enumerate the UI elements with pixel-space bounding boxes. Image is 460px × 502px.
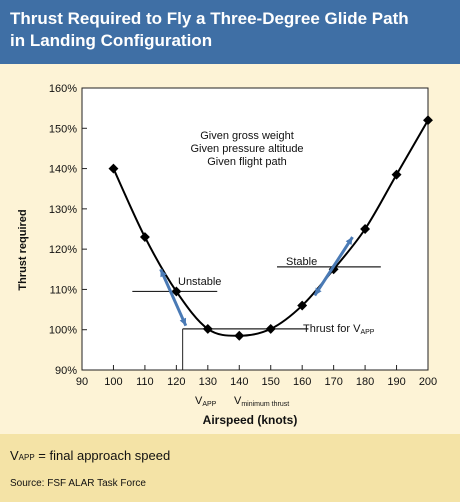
y-tick-label: 110%	[50, 284, 78, 296]
data-point	[391, 169, 402, 180]
vapp-label: VAPP	[195, 395, 217, 408]
stable-label: Stable	[286, 256, 317, 268]
stable-arrow	[313, 236, 354, 297]
stable-arrow-head	[345, 237, 353, 245]
unstable-arrow-head	[160, 269, 167, 278]
header-banner: Thrust Required to Fly a Three-Degree Gl…	[0, 0, 460, 64]
thrust-chart: 90% 100% 110% 120% 130% 140% 150% 160% 90 100 110 1…	[17, 83, 437, 427]
annotations: Given gross weight Given pressure altitu…	[17, 130, 375, 427]
unstable-label: Unstable	[178, 276, 221, 288]
footer: VAPP = final approach speed Source: FSF …	[0, 434, 460, 502]
thrust-for-vapp-label: Thrust for VAPP	[303, 323, 375, 336]
x-tick-label: 110	[136, 376, 154, 388]
data-point	[108, 163, 119, 174]
y-tick-label: 90%	[55, 365, 77, 377]
unstable-arrow-head	[179, 317, 187, 326]
source-credit: Source: FSF ALAR Task Force	[10, 478, 146, 489]
x-tick-label: 100	[104, 376, 122, 388]
y-tick-label: 130%	[49, 204, 77, 216]
x-tick-label: 190	[387, 376, 405, 388]
x-tick-label: 160	[293, 376, 311, 388]
y-tick-label: 120%	[49, 244, 77, 256]
x-tick-label: 200	[419, 376, 437, 388]
title-line-1: Thrust Required to Fly a Three-Degree Gl…	[10, 9, 409, 28]
data-point	[171, 286, 182, 297]
vmin-thrust-label: Vminimum thrust	[234, 395, 289, 408]
data-point	[234, 330, 245, 341]
title-line-2: in Landing Configuration	[10, 31, 213, 50]
data-point	[265, 323, 276, 334]
data-point	[202, 323, 213, 334]
y-tick-label: 150%	[49, 123, 77, 135]
x-tick-label: 180	[356, 376, 374, 388]
y-tick-label: 140%	[49, 164, 77, 176]
y-axis-label: Thrust required	[17, 209, 29, 290]
data-point	[360, 224, 371, 234]
footnote: VAPP = final approach speed	[10, 448, 171, 463]
axis-ticks: 90% 100% 110% 120% 130% 140% 150% 160% 90 100 110 1…	[49, 83, 437, 388]
chart-area: 90% 100% 110% 120% 130% 140% 150% 160% 90 100 110 1…	[0, 64, 460, 434]
plot-background	[81, 87, 429, 371]
x-tick-label: 120	[167, 376, 185, 388]
y-tick-label: 100%	[49, 325, 77, 337]
x-axis-label: Airspeed (knots)	[203, 413, 298, 427]
given-pressure-altitude: Given pressure altitude	[190, 143, 303, 155]
stability-arrows	[159, 236, 354, 327]
x-tick-label: 90	[76, 376, 88, 388]
unstable-arrow	[159, 268, 188, 327]
x-tick-label: 170	[324, 376, 342, 388]
x-tick-label: 150	[262, 376, 280, 388]
data-point	[297, 300, 308, 311]
x-tick-label: 140	[230, 376, 248, 388]
stable-arrow-head	[314, 287, 322, 296]
given-flight-path: Given flight path	[207, 156, 287, 168]
data-point	[139, 232, 150, 243]
chart-title: Thrust Required to Fly a Three-Degree Gl…	[10, 8, 450, 52]
x-tick-label: 130	[199, 376, 217, 388]
given-gross-weight: Given gross weight	[200, 130, 294, 142]
y-tick-label: 160%	[49, 83, 77, 95]
